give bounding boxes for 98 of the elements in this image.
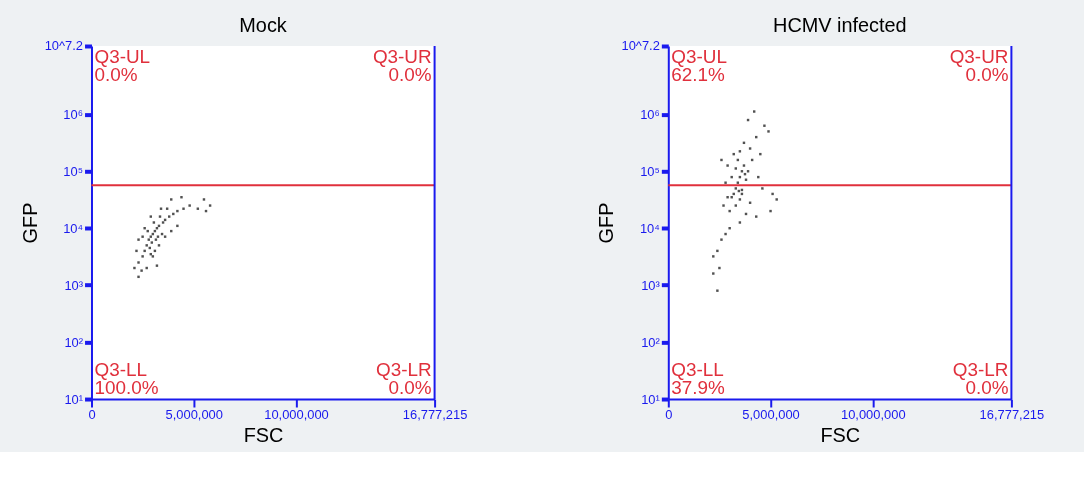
point xyxy=(755,215,758,218)
point xyxy=(157,244,161,247)
point xyxy=(718,266,721,270)
y-tick-label: 10¹ xyxy=(64,391,84,407)
point xyxy=(730,196,733,199)
point xyxy=(140,269,143,272)
point xyxy=(734,187,737,190)
point xyxy=(149,215,153,218)
y-tick-label: 10⁶ xyxy=(640,106,660,122)
point xyxy=(748,147,752,150)
point xyxy=(728,227,731,230)
point xyxy=(734,167,737,170)
annotation: Q3-UL xyxy=(94,45,151,67)
point xyxy=(176,209,179,213)
x-axis-title: FSC xyxy=(243,424,284,447)
point xyxy=(767,130,770,133)
y-tick-label: 10² xyxy=(641,334,661,350)
point xyxy=(145,266,148,270)
x-tick-label: 16,777,215 xyxy=(402,407,468,423)
point xyxy=(763,124,766,127)
point xyxy=(133,266,136,270)
point xyxy=(736,181,740,184)
point xyxy=(752,110,756,113)
x-tick-label: 0 xyxy=(665,407,673,423)
point xyxy=(208,204,212,207)
point xyxy=(137,261,140,264)
point xyxy=(730,175,733,179)
y-tick-label: 10^7.2 xyxy=(44,38,84,54)
point xyxy=(147,238,150,241)
point xyxy=(167,215,171,218)
y-axis-title: GFP xyxy=(18,202,41,244)
y-tick-label: 10⁵ xyxy=(63,163,84,179)
point xyxy=(720,238,723,241)
point xyxy=(775,198,778,201)
y-tick-label: 10⁵ xyxy=(640,163,660,179)
point xyxy=(738,198,742,201)
point xyxy=(716,249,719,253)
x-tick-label: 16,777,215 xyxy=(979,407,1045,423)
point xyxy=(196,207,200,210)
annotation: Q3-UL xyxy=(671,45,727,67)
point xyxy=(771,192,774,196)
annotation: Q3-LL xyxy=(671,359,724,381)
point xyxy=(738,150,742,153)
x-tick-label: 0 xyxy=(88,407,96,423)
y-tick-label: 10¹ xyxy=(641,391,661,407)
point xyxy=(135,249,138,253)
point xyxy=(180,196,183,199)
point xyxy=(769,209,772,213)
point xyxy=(137,275,140,279)
point xyxy=(176,224,179,228)
point xyxy=(154,238,158,241)
point xyxy=(202,198,206,201)
point xyxy=(159,207,163,210)
point xyxy=(137,238,140,241)
point xyxy=(761,187,764,190)
x-tick-label: 10,000,000 xyxy=(264,407,329,423)
point xyxy=(152,221,156,224)
x-axis-title: FSC xyxy=(820,424,861,447)
point xyxy=(165,207,169,210)
point xyxy=(724,232,727,236)
point xyxy=(141,235,144,238)
point xyxy=(728,209,731,213)
point xyxy=(158,215,162,218)
point xyxy=(172,212,175,216)
point xyxy=(722,204,725,207)
x-tick-label: 10,000,000 xyxy=(841,407,906,423)
y-tick-label: 10³ xyxy=(641,277,661,293)
point xyxy=(759,152,762,156)
point xyxy=(712,272,715,275)
y-tick-label: 10⁴ xyxy=(639,220,660,236)
point xyxy=(724,181,727,184)
y-tick-label: 10⁴ xyxy=(63,220,84,236)
point xyxy=(712,255,715,258)
point xyxy=(170,198,173,201)
chart-title: HCMV infected xyxy=(773,14,907,37)
point xyxy=(726,196,729,199)
point xyxy=(182,207,185,210)
point xyxy=(156,235,160,238)
point xyxy=(716,289,719,292)
chart-title: Mock xyxy=(239,14,287,37)
point xyxy=(143,249,146,253)
point xyxy=(734,204,737,207)
y-axis-title: GFP xyxy=(595,202,618,244)
point xyxy=(720,158,723,162)
point xyxy=(141,255,144,258)
point xyxy=(150,241,154,244)
y-tick-label: 10² xyxy=(64,334,84,350)
point xyxy=(726,164,729,167)
y-tick-label: 10⁶ xyxy=(63,106,84,122)
y-tick-label: 10^7.2 xyxy=(621,38,660,54)
point xyxy=(155,264,159,267)
annotation: Q3-LL xyxy=(94,359,147,381)
point xyxy=(742,164,746,167)
point xyxy=(188,204,191,207)
x-tick-label: 5,000,000 xyxy=(165,407,223,423)
y-tick-label: 10³ xyxy=(64,277,84,293)
point xyxy=(738,221,742,224)
x-tick-label: 5,000,000 xyxy=(742,407,800,423)
